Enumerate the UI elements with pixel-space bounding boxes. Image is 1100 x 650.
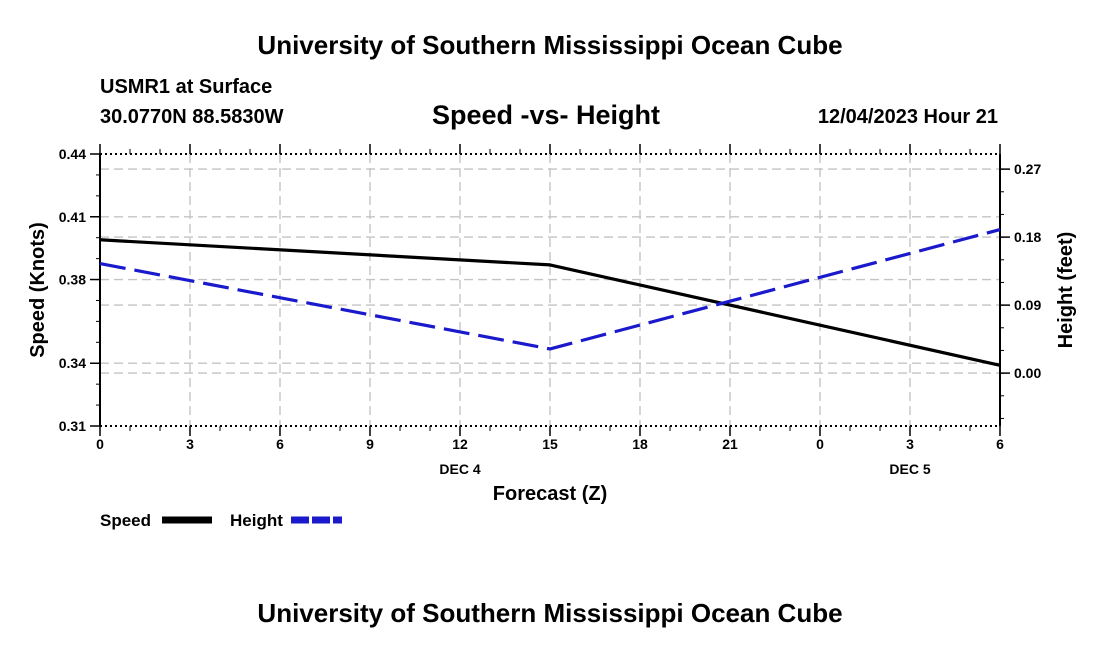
x-tick-label: 6 bbox=[276, 436, 284, 452]
x-tick-label: 12 bbox=[452, 436, 468, 452]
forecast-datetime: 12/04/2023 Hour 21 bbox=[817, 106, 998, 128]
y2-tick-label: 0.18 bbox=[1014, 229, 1041, 245]
y2-axis-title: Height (feet) bbox=[1055, 232, 1077, 349]
x-tick-label: 15 bbox=[542, 436, 558, 452]
x-tick-label: 9 bbox=[366, 436, 374, 452]
y-tick-label: 0.34 bbox=[59, 355, 86, 371]
legend-speed-label: Speed bbox=[100, 511, 151, 530]
date-label: DEC 5 bbox=[889, 461, 930, 477]
x-tick-label: 0 bbox=[96, 436, 104, 452]
y-tick-label: 0.38 bbox=[59, 272, 86, 288]
series-lines bbox=[99, 228, 1001, 367]
chart-subtitle: Speed -vs- Height bbox=[432, 100, 661, 130]
x-tick-label: 21 bbox=[722, 436, 738, 452]
station-label: USMR1 at Surface bbox=[100, 76, 273, 98]
y2-tick-label: 0.27 bbox=[1014, 161, 1041, 177]
y-tick-label: 0.31 bbox=[59, 418, 86, 434]
date-label: DEC 4 bbox=[439, 461, 480, 477]
legend-height-label: Height bbox=[230, 511, 283, 530]
series-line-height bbox=[99, 228, 1001, 351]
x-tick-label: 0 bbox=[816, 436, 824, 452]
y-axis-title: Speed (Knots) bbox=[27, 222, 49, 358]
axis-labels: 0 3 6 9 12 15 18 21 0 3 6 0.31 0.34 0.38 0.41 0.44 0.00 0… bbox=[27, 146, 1077, 505]
y-tick-label: 0.44 bbox=[59, 146, 86, 162]
x-tick-label: 3 bbox=[906, 436, 914, 452]
x-tick-label: 18 bbox=[632, 436, 648, 452]
coordinates-label: 30.0770N 88.5830W bbox=[100, 106, 284, 128]
legend: Speed Height bbox=[100, 511, 342, 530]
grid-lines bbox=[100, 154, 1000, 426]
chart-main-title: University of Southern Mississippi Ocean… bbox=[257, 30, 843, 60]
x-tick-label: 3 bbox=[186, 436, 194, 452]
y2-tick-label: 0.09 bbox=[1014, 297, 1041, 313]
x-axis-title: Forecast (Z) bbox=[493, 483, 607, 505]
plot-frame bbox=[90, 144, 1010, 436]
series-line-speed bbox=[99, 238, 1001, 367]
y-tick-label: 0.41 bbox=[59, 209, 86, 225]
y2-tick-label: 0.00 bbox=[1014, 365, 1041, 381]
chart-footer-title: University of Southern Mississippi Ocean… bbox=[257, 598, 843, 628]
x-tick-label: 6 bbox=[996, 436, 1004, 452]
